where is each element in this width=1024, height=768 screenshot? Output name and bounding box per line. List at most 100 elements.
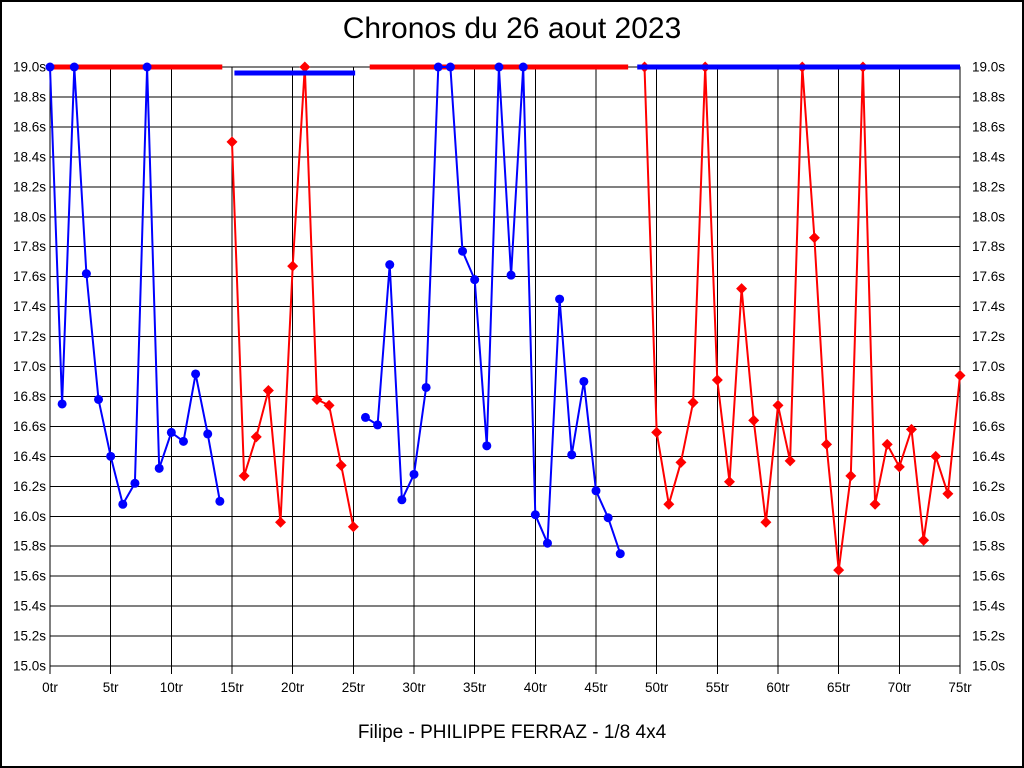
blue-point-marker [385,260,395,270]
blue-point-marker [203,429,213,439]
blue-point-marker [118,499,128,509]
blue-point-marker [130,478,140,488]
blue-point-marker [494,62,504,72]
blue-point-marker [360,412,370,422]
y-axis-label-right: 17.0s [972,359,1005,374]
red-point-marker [760,516,772,528]
red-point-marker [275,516,287,528]
red-point-marker [821,438,833,450]
x-axis-label: 5tr [103,680,119,695]
red-point-marker [772,399,784,411]
red-point-marker [262,384,274,396]
blue-point-marker [373,420,383,430]
red-point-marker [250,431,262,443]
y-axis-label-right: 17.8s [972,239,1005,254]
red-point-marker [930,450,942,462]
x-axis-label: 55tr [706,680,730,695]
blue-point-marker [506,270,516,280]
blue-point-marker [397,495,407,505]
y-axis-label-left: 17.8s [13,239,46,254]
y-axis-label-right: 16.2s [972,479,1005,494]
y-axis-label-left: 17.4s [13,299,46,314]
red-point-marker [784,455,796,467]
y-axis-label-left: 16.2s [13,479,46,494]
y-axis-label-right: 19.0s [972,60,1005,75]
y-axis-label-right: 18.6s [972,119,1005,134]
y-axis-label-right: 15.6s [972,569,1005,584]
x-axis-label: 30tr [402,680,426,695]
y-axis-label-left: 17.0s [13,359,46,374]
red-point-marker [881,438,893,450]
red-point-marker [226,136,238,148]
blue-point-marker [603,513,613,523]
blue-point-marker [81,269,91,279]
blue-point-marker [445,62,455,72]
x-axis-label: 35tr [463,680,487,695]
red-point-marker [869,498,881,510]
red-point-marker [833,564,845,576]
red-series-line [643,66,961,572]
x-axis-label: 65tr [827,680,851,695]
blue-point-marker [191,369,201,379]
x-axis-label: 50tr [645,680,669,695]
blue-point-marker [579,376,589,386]
y-axis-label-right: 15.8s [972,539,1005,554]
red-point-marker [711,374,723,386]
blue-point-marker [530,510,540,520]
red-point-marker [942,488,954,500]
y-axis-label-right: 18.0s [972,209,1005,224]
x-axis-label: 45tr [584,680,608,695]
y-axis-label-left: 17.6s [13,269,46,284]
red-point-marker [287,260,299,272]
y-axis-label-left: 18.6s [13,119,46,134]
red-point-marker [335,459,347,471]
y-axis-label-left: 18.2s [13,179,46,194]
y-axis-label-left: 16.6s [13,419,46,434]
x-axis-label: 0tr [42,680,58,695]
y-axis-label-right: 15.2s [972,629,1005,644]
blue-point-marker [615,549,625,559]
red-point-marker [723,476,735,488]
red-point-marker [299,61,311,73]
y-axis-label-left: 15.0s [13,659,46,674]
y-axis-label-right: 16.6s [972,419,1005,434]
y-axis-label-left: 18.8s [13,89,46,104]
y-axis-label-right: 15.0s [972,659,1005,674]
red-point-marker [311,393,323,405]
blue-point-marker [409,469,419,479]
red-point-marker [347,521,359,533]
red-point-marker [736,283,748,295]
y-axis-label-right: 18.4s [972,149,1005,164]
blue-point-marker [215,496,225,506]
blue-point-marker [542,538,552,548]
blue-point-marker [142,62,152,72]
blue-point-marker [178,436,188,446]
red-point-marker [323,399,335,411]
x-axis-label: 75tr [948,680,972,695]
red-point-marker [918,534,930,546]
red-point-marker [905,423,917,435]
y-axis-label-left: 16.8s [13,389,46,404]
blue-series-line [364,66,622,555]
y-axis-label-left: 18.4s [13,149,46,164]
y-axis-label-right: 15.4s [972,599,1005,614]
y-axis-label-left: 19.0s [13,60,46,75]
blue-point-marker [591,486,601,496]
blue-point-marker [57,399,67,409]
y-axis-label-left: 16.0s [13,509,46,524]
y-axis-label-right: 16.0s [972,509,1005,524]
y-axis-label-left: 15.4s [13,599,46,614]
blue-point-marker [458,246,468,256]
blue-point-marker [518,62,528,72]
blue-point-marker [482,441,492,451]
y-axis-label-left: 17.2s [13,329,46,344]
chart-title: Chronos du 26 aout 2023 [342,12,682,45]
y-axis-label-right: 16.4s [972,449,1005,464]
blue-point-marker [45,62,55,72]
blue-point-marker [154,463,164,473]
blue-point-marker [106,451,116,461]
x-axis-label: 70tr [888,680,912,695]
y-axis-label-right: 17.6s [972,269,1005,284]
red-point-marker [687,396,699,408]
